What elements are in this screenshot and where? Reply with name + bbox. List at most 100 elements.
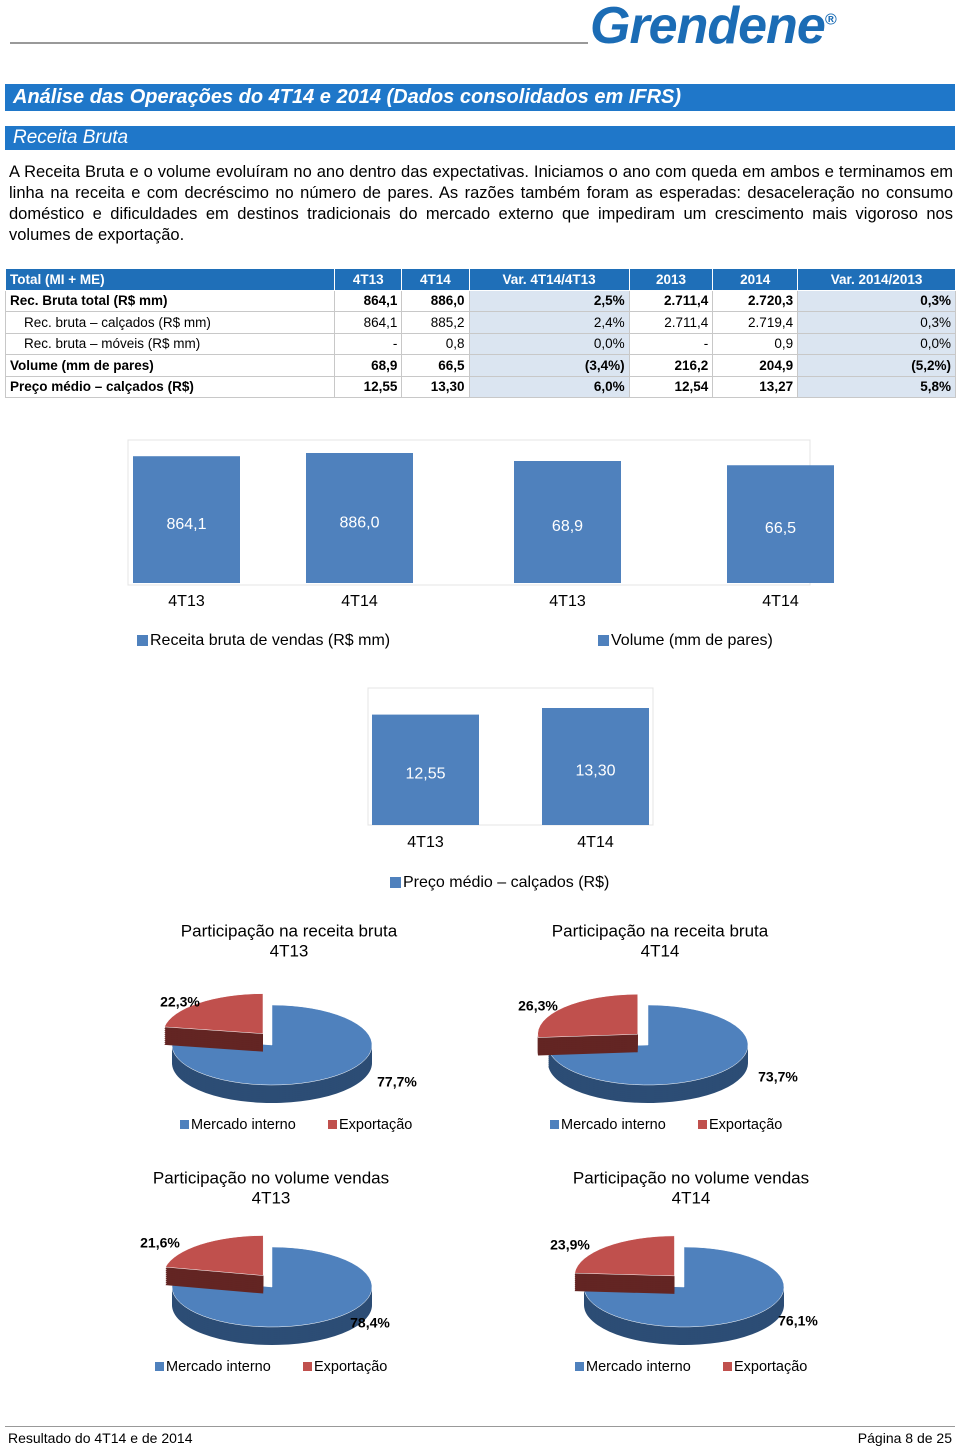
- legend-swatch: [180, 1120, 189, 1129]
- logo-mark: ®: [824, 11, 837, 29]
- bar: [306, 453, 413, 583]
- pie-slice: [583, 1246, 785, 1328]
- legend-label: Mercado interno: [166, 1359, 271, 1375]
- table-cell: 6,0%: [468, 375, 630, 398]
- bar: [514, 461, 621, 583]
- pie-slice: [171, 1004, 373, 1086]
- table-cell: 12,54: [628, 375, 714, 398]
- legend-label: Exportação: [314, 1359, 387, 1375]
- table-cell: Preço médio – calçados (R$): [4, 375, 336, 398]
- footer-right: Página 8 de 25: [857, 1430, 952, 1446]
- pie-title: Participação na receita bruta: [181, 921, 398, 940]
- legend-label: Volume (mm de pares): [611, 632, 773, 649]
- table-cell: 0,3%: [797, 311, 956, 334]
- value-label: 66,5: [765, 520, 796, 537]
- header-cell: Var. 4T14/4T13: [468, 268, 630, 291]
- pie-label: 76,1%: [778, 1313, 818, 1329]
- pie-title: Participação no volume vendas: [153, 1168, 389, 1187]
- table-cell: 66,5: [401, 354, 470, 377]
- table-cell: 0,0%: [797, 332, 956, 355]
- table-row: Rec. bruta – calçados (R$ mm) 864,1 885,2 2…: [4, 311, 956, 334]
- table-cell: 2.711,4: [628, 289, 714, 312]
- value-label: 12,55: [405, 765, 445, 782]
- section-subtitle: Receita Bruta: [5, 126, 955, 150]
- table-cell: 864,1: [334, 311, 403, 334]
- header-cell: 4T13: [334, 268, 403, 291]
- table-row: Volume (mm de pares) 68,9 66,5 (3,4%) 216,2 2…: [4, 354, 956, 377]
- value-label: 68,9: [552, 518, 583, 535]
- table-cell: Rec. bruta – calçados (R$ mm): [4, 311, 336, 334]
- pie-title: 4T13: [270, 941, 309, 960]
- table-cell: 2,4%: [468, 311, 630, 334]
- legend-label: Exportação: [709, 1117, 782, 1133]
- footer-rule: [5, 1426, 955, 1427]
- footer-left: Resultado do 4T14 e de 2014: [8, 1430, 193, 1446]
- legend-swatch: [390, 877, 401, 888]
- table-cell: 864,1: [334, 289, 403, 312]
- table: Total (MI + ME) 4T13 4T14 Var. 4T14/4T13 201…: [4, 268, 956, 398]
- pie-label: 21,6%: [140, 1235, 180, 1251]
- pie-label: 77,7%: [377, 1074, 417, 1090]
- pie-slice: [537, 994, 638, 1038]
- logo: Grendene®: [590, 0, 837, 56]
- pie-label: 22,3%: [160, 994, 200, 1010]
- table-cell: 5,8%: [797, 375, 956, 398]
- legend-swatch: [723, 1362, 732, 1371]
- category-label: 4T13: [168, 593, 205, 610]
- chart-frame: [367, 687, 654, 826]
- legend-swatch: [575, 1362, 584, 1371]
- category-label: 4T13: [407, 834, 444, 851]
- category-label: 4T13: [549, 593, 586, 610]
- legend-label: Exportação: [339, 1117, 412, 1133]
- table-cell: 886,0: [401, 289, 470, 312]
- table-cell: Rec. bruta – móveis (R$ mm): [4, 332, 336, 355]
- category-label: 4T14: [577, 834, 614, 851]
- bar: [133, 456, 240, 583]
- legend-swatch: [598, 635, 609, 646]
- pie-slice: [171, 1246, 373, 1328]
- table-cell: 0,9: [712, 332, 799, 355]
- header-cell: Total (MI + ME): [4, 268, 336, 291]
- pie-title: 4T13: [252, 1188, 291, 1207]
- table-cell: 13,27: [712, 375, 799, 398]
- table-cell: 2,5%: [468, 289, 630, 312]
- pie-title: Participação no volume vendas: [573, 1168, 809, 1187]
- header-cell: 2013: [628, 268, 714, 291]
- pie-label: 78,4%: [350, 1315, 390, 1331]
- pie-slice: [574, 1235, 675, 1277]
- header-cell: 4T14: [401, 268, 470, 291]
- pie-slice: [165, 1235, 264, 1276]
- pie-title: Participação na receita bruta: [552, 921, 769, 940]
- table-cell: 0,0%: [468, 332, 630, 355]
- legend-swatch: [328, 1120, 337, 1129]
- table-row: Rec. Bruta total (R$ mm) 864,1 886,0 2,5% 2.…: [4, 289, 956, 312]
- bar: [727, 465, 834, 583]
- legend-label: Preço médio – calçados (R$): [403, 874, 609, 891]
- value-label: 886,0: [339, 514, 379, 531]
- legend-label: Exportação: [734, 1359, 807, 1375]
- paragraph: A Receita Bruta e o volume evoluíram no …: [9, 163, 953, 244]
- section-title: Análise das Operações do 4T14 e 2014 (Da…: [5, 84, 955, 111]
- table-row: Preço médio – calçados (R$) 12,55 13,30 6,0…: [4, 375, 956, 398]
- legend-swatch: [303, 1362, 312, 1371]
- pie-slice: [548, 1004, 749, 1086]
- pie-title: 4T14: [641, 941, 680, 960]
- table-row: Rec. bruta – móveis (R$ mm) -0,8 0,0% -0,9 0…: [4, 332, 956, 355]
- legend-label: Mercado interno: [191, 1117, 296, 1133]
- table-cell: 13,30: [401, 375, 470, 398]
- legend-label: Mercado interno: [586, 1359, 691, 1375]
- pie-label: 23,9%: [550, 1237, 590, 1253]
- category-label: 4T14: [762, 593, 799, 610]
- bar: [542, 708, 649, 825]
- legend-swatch: [550, 1120, 559, 1129]
- legend-swatch: [155, 1362, 164, 1371]
- legend-swatch: [137, 635, 148, 646]
- table-cell: 68,9: [334, 354, 403, 377]
- legend-swatch: [698, 1120, 707, 1129]
- logo-text: Grendene: [590, 0, 826, 55]
- value-label: 864,1: [166, 516, 206, 533]
- pie-label: 26,3%: [518, 998, 558, 1014]
- table-cell: 12,55: [334, 375, 403, 398]
- pie-title: 4T14: [672, 1188, 711, 1207]
- legend-label: Mercado interno: [561, 1117, 666, 1133]
